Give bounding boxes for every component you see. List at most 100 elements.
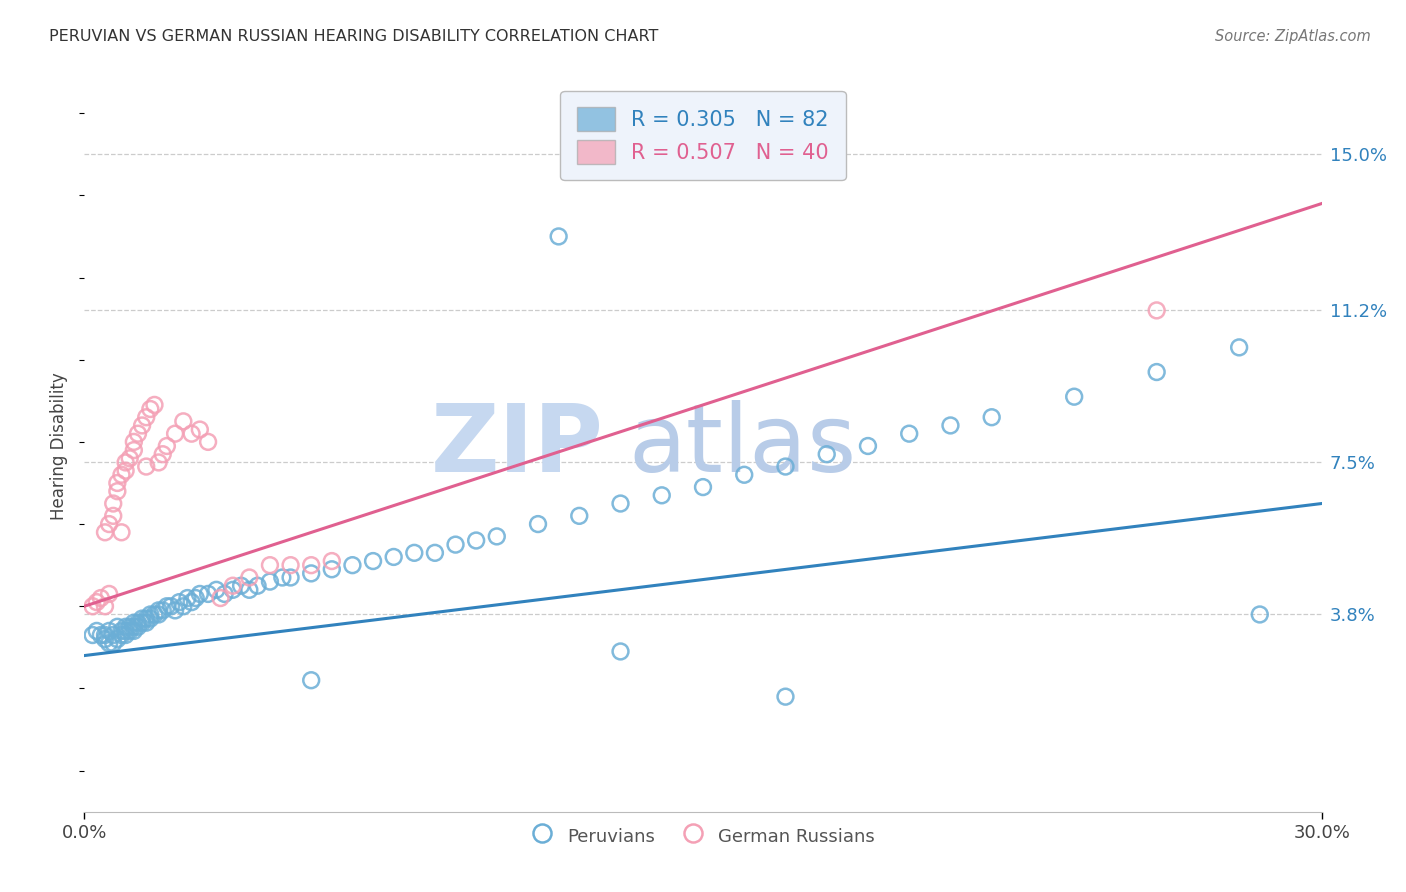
Point	[238, 570, 260, 584]
Point	[98, 517, 121, 532]
Point	[122, 434, 145, 449]
Point	[1146, 303, 1168, 318]
Point	[114, 464, 136, 478]
Point	[98, 587, 121, 601]
Point	[775, 459, 797, 474]
Point	[118, 451, 141, 466]
Point	[110, 624, 132, 638]
Point	[259, 558, 281, 573]
Point	[815, 447, 838, 461]
Point	[188, 587, 211, 601]
Point	[172, 599, 194, 614]
Point	[238, 582, 260, 597]
Point	[184, 591, 207, 605]
Point	[94, 599, 117, 614]
Point	[197, 587, 219, 601]
Point	[321, 562, 343, 576]
Point	[856, 439, 879, 453]
Point	[90, 591, 112, 605]
Point	[131, 611, 153, 625]
Point	[122, 624, 145, 638]
Point	[139, 402, 162, 417]
Point	[105, 484, 128, 499]
Point	[143, 607, 166, 622]
Point	[280, 558, 302, 573]
Point	[197, 434, 219, 449]
Point	[131, 615, 153, 630]
Point	[98, 624, 121, 638]
Point	[167, 595, 190, 609]
Point	[139, 611, 162, 625]
Point	[1227, 340, 1250, 354]
Text: PERUVIAN VS GERMAN RUSSIAN HEARING DISABILITY CORRELATION CHART: PERUVIAN VS GERMAN RUSSIAN HEARING DISAB…	[49, 29, 658, 44]
Point	[110, 525, 132, 540]
Text: Source: ZipAtlas.com: Source: ZipAtlas.com	[1215, 29, 1371, 44]
Point	[156, 439, 179, 453]
Point	[1146, 365, 1168, 379]
Point	[547, 229, 569, 244]
Point	[152, 603, 174, 617]
Point	[110, 467, 132, 482]
Point	[259, 574, 281, 589]
Point	[156, 599, 179, 614]
Point	[103, 496, 125, 510]
Point	[148, 455, 170, 469]
Point	[98, 636, 121, 650]
Point	[103, 636, 125, 650]
Y-axis label: Hearing Disability: Hearing Disability	[51, 372, 69, 520]
Point	[299, 566, 322, 581]
Point	[135, 459, 157, 474]
Point	[176, 591, 198, 605]
Point	[980, 410, 1002, 425]
Point	[122, 443, 145, 458]
Point	[222, 582, 245, 597]
Text: atlas: atlas	[628, 400, 858, 492]
Point	[114, 620, 136, 634]
Point	[94, 525, 117, 540]
Point	[148, 607, 170, 622]
Point	[94, 632, 117, 647]
Point	[280, 570, 302, 584]
Point	[131, 418, 153, 433]
Point	[135, 615, 157, 630]
Point	[122, 620, 145, 634]
Legend: Peruvians, German Russians: Peruvians, German Russians	[524, 817, 882, 854]
Point	[214, 587, 236, 601]
Point	[82, 599, 104, 614]
Point	[609, 496, 631, 510]
Point	[172, 414, 194, 428]
Point	[127, 615, 149, 630]
Point	[105, 475, 128, 490]
Point	[114, 624, 136, 638]
Point	[775, 690, 797, 704]
Point	[222, 579, 245, 593]
Point	[180, 426, 202, 441]
Point	[114, 455, 136, 469]
Point	[90, 628, 112, 642]
Point	[180, 595, 202, 609]
Point	[568, 508, 591, 523]
Point	[188, 423, 211, 437]
Point	[148, 603, 170, 617]
Point	[423, 546, 446, 560]
Point	[82, 628, 104, 642]
Point	[692, 480, 714, 494]
Point	[110, 628, 132, 642]
Point	[205, 582, 228, 597]
Point	[143, 398, 166, 412]
Point	[165, 603, 187, 617]
Point	[382, 549, 405, 564]
Point	[299, 558, 322, 573]
Point	[485, 529, 508, 543]
Point	[271, 570, 294, 584]
Point	[152, 447, 174, 461]
Point	[135, 410, 157, 425]
Text: ZIP: ZIP	[432, 400, 605, 492]
Point	[103, 628, 125, 642]
Point	[86, 624, 108, 638]
Point	[342, 558, 364, 573]
Point	[1249, 607, 1271, 622]
Point	[527, 517, 550, 532]
Point	[105, 632, 128, 647]
Point	[127, 426, 149, 441]
